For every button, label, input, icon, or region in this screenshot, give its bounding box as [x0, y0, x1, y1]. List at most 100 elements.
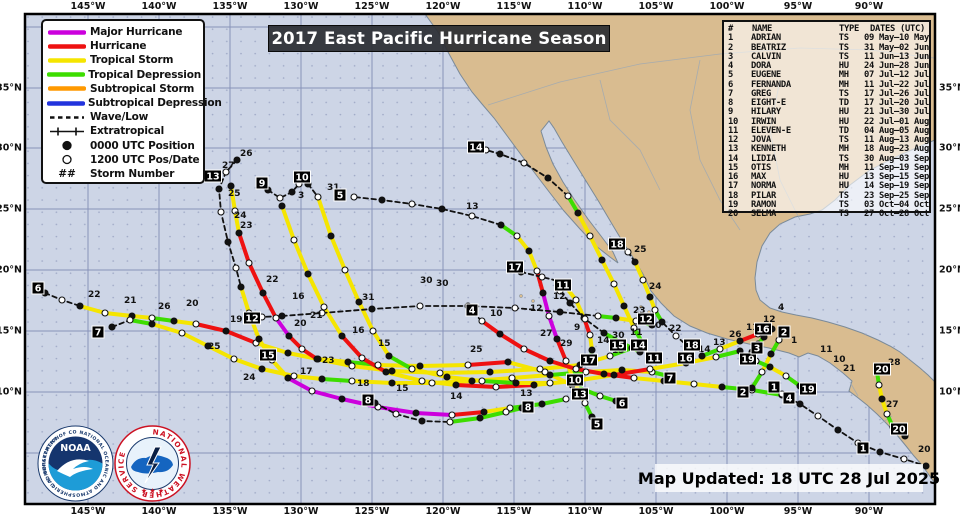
- date-label: 24: [649, 282, 662, 292]
- position-dot-1200utc: [586, 331, 594, 339]
- storm-table-cell: SELMA: [750, 209, 776, 219]
- position-dot-0000utc: [598, 256, 606, 264]
- storm-track-greg-7: [320, 377, 354, 383]
- legend-swatch-line: [47, 69, 86, 80]
- position-dot-0000utc: [646, 293, 654, 301]
- storm-table-cell: KENNETH: [750, 144, 786, 155]
- storm-track-otis-15: [315, 354, 612, 375]
- position-dot-1200utc: [217, 208, 225, 216]
- storm-number-badge-text: 4: [469, 305, 476, 316]
- date-label: 30: [612, 331, 625, 341]
- storm-track-fernanda-6: [172, 319, 198, 326]
- date-label: 26: [729, 330, 742, 340]
- storm-track-eugene-5: [555, 337, 568, 363]
- storm-track-fernanda-6: [78, 304, 154, 320]
- legend-item: Tropical Storm: [47, 53, 201, 67]
- position-dot-1200utc: [538, 273, 546, 281]
- storm-track-kenneth-13: [286, 376, 454, 417]
- position-dot-1200utc: [712, 353, 720, 361]
- position-dot-1200utc: [610, 280, 618, 288]
- position-dot-0000utc: [418, 417, 426, 425]
- position-dot-1200utc: [581, 315, 589, 323]
- position-dot-1200utc: [716, 345, 724, 353]
- position-dot-0000utc: [618, 366, 626, 374]
- position-dot-0000utc: [338, 395, 346, 403]
- position-dot-0000utc: [766, 363, 774, 371]
- axis-label: 95°W: [783, 506, 813, 517]
- storm-table-cell: NAME: [752, 24, 772, 34]
- axis-label: 140°W: [141, 1, 177, 12]
- storm-table-row: 4 DORA HU 24 Jun–28 Jun: [728, 61, 929, 71]
- storm-table-cell: 5: [728, 70, 733, 81]
- storm-table-cell: HU: [838, 181, 849, 192]
- date-label: 26: [158, 302, 171, 312]
- position-dot-0000utc: [876, 448, 884, 456]
- position-dot-0000utc: [233, 156, 241, 164]
- storm-number-badge-text: 5: [337, 190, 344, 201]
- storm-number-badge: [615, 396, 629, 410]
- storm-number-badge: [645, 351, 663, 365]
- position-dot-0000utc: [170, 317, 178, 325]
- axis-label: 100°W: [709, 506, 745, 517]
- position-dot-1200utc: [546, 379, 554, 387]
- date-label: 15: [396, 384, 409, 394]
- noaa-logo: NATIONAL OCEANIC AND ATMOSPHERIC ADMINIS…: [37, 425, 114, 502]
- position-dot-1200utc: [374, 361, 382, 369]
- position-dot-0000utc: [767, 350, 775, 358]
- legend-item: Major Hurricane: [47, 25, 201, 39]
- date-label: 31: [327, 183, 340, 193]
- position-dot-1200utc: [230, 355, 238, 363]
- position-dot-1200utc: [581, 399, 589, 407]
- date-label: 1: [791, 336, 797, 346]
- legend-item-label: 0000 UTC Position: [90, 139, 195, 152]
- position-dot-0000utc: [215, 185, 223, 193]
- storm-table-cell: TS: [838, 153, 849, 164]
- position-dot-0000utc: [255, 335, 263, 343]
- legend-item-label: Tropical Depression: [88, 68, 201, 81]
- storm-table-row: 16 MAX HU 13 Sep–15 Sep: [728, 172, 929, 182]
- position-dot-0000utc: [327, 232, 335, 240]
- date-label: 14: [450, 392, 463, 402]
- position-dot-0000utc: [588, 346, 596, 354]
- position-dot-0000utc: [258, 365, 266, 373]
- date-label: 18: [357, 379, 370, 389]
- position-dot-1200utc: [298, 345, 306, 353]
- storm-number-badge-text: 11: [647, 353, 660, 364]
- storm-track-irwin-10: [387, 354, 414, 371]
- position-dot-0000utc: [612, 314, 620, 322]
- storm-number-badge-text: 12: [245, 313, 258, 324]
- axis-label: 120°W: [425, 1, 461, 12]
- date-label: 13: [466, 202, 479, 212]
- legend-item: 1200 UTC Pos/Date: [47, 153, 201, 167]
- position-dot-1200utc: [900, 455, 908, 463]
- storm-table-cell: TS: [838, 88, 849, 99]
- storm-track-lidia-14: [576, 211, 636, 330]
- storm-table-cell: TD: [838, 125, 849, 136]
- position-dot-1200utc: [58, 296, 66, 304]
- position-dot-0000utc: [486, 368, 494, 376]
- legend-swatch-line: [47, 27, 87, 38]
- storm-number-badge-text: 4: [786, 393, 793, 404]
- storm-table-cell: ELEVEN-E: [750, 125, 791, 136]
- date-label: 26: [240, 149, 253, 159]
- storm-number-badge-text: 17: [582, 355, 595, 366]
- storm-table-cell: DORA: [750, 61, 771, 71]
- storm-table-cell: TS: [838, 33, 849, 44]
- position-dot-1200utc: [562, 395, 570, 403]
- storm-number-badge-text: 18: [685, 340, 699, 351]
- position-dot-1200utc: [478, 377, 486, 385]
- date-label: 14: [597, 336, 610, 346]
- date-label: 11: [630, 328, 643, 338]
- storm-track-pilar-18: [633, 260, 657, 312]
- position-dot-0000utc: [504, 358, 512, 366]
- axis-label: 90°W: [854, 506, 884, 517]
- storm-number-badge-text: 12: [639, 314, 652, 325]
- storm-track-dora-4: [632, 376, 724, 389]
- position-dot-1200utc: [308, 387, 316, 395]
- position-dot-0000utc: [539, 289, 547, 297]
- axis-label: 105°W: [638, 506, 674, 517]
- storm-table-row: 7 GREG TS 17 Jul–26 Jul: [728, 88, 929, 99]
- legend-item: Subtropical Depression: [47, 96, 222, 110]
- position-dot-1200utc: [350, 193, 358, 201]
- legend-item: ## Storm Number: [47, 167, 201, 181]
